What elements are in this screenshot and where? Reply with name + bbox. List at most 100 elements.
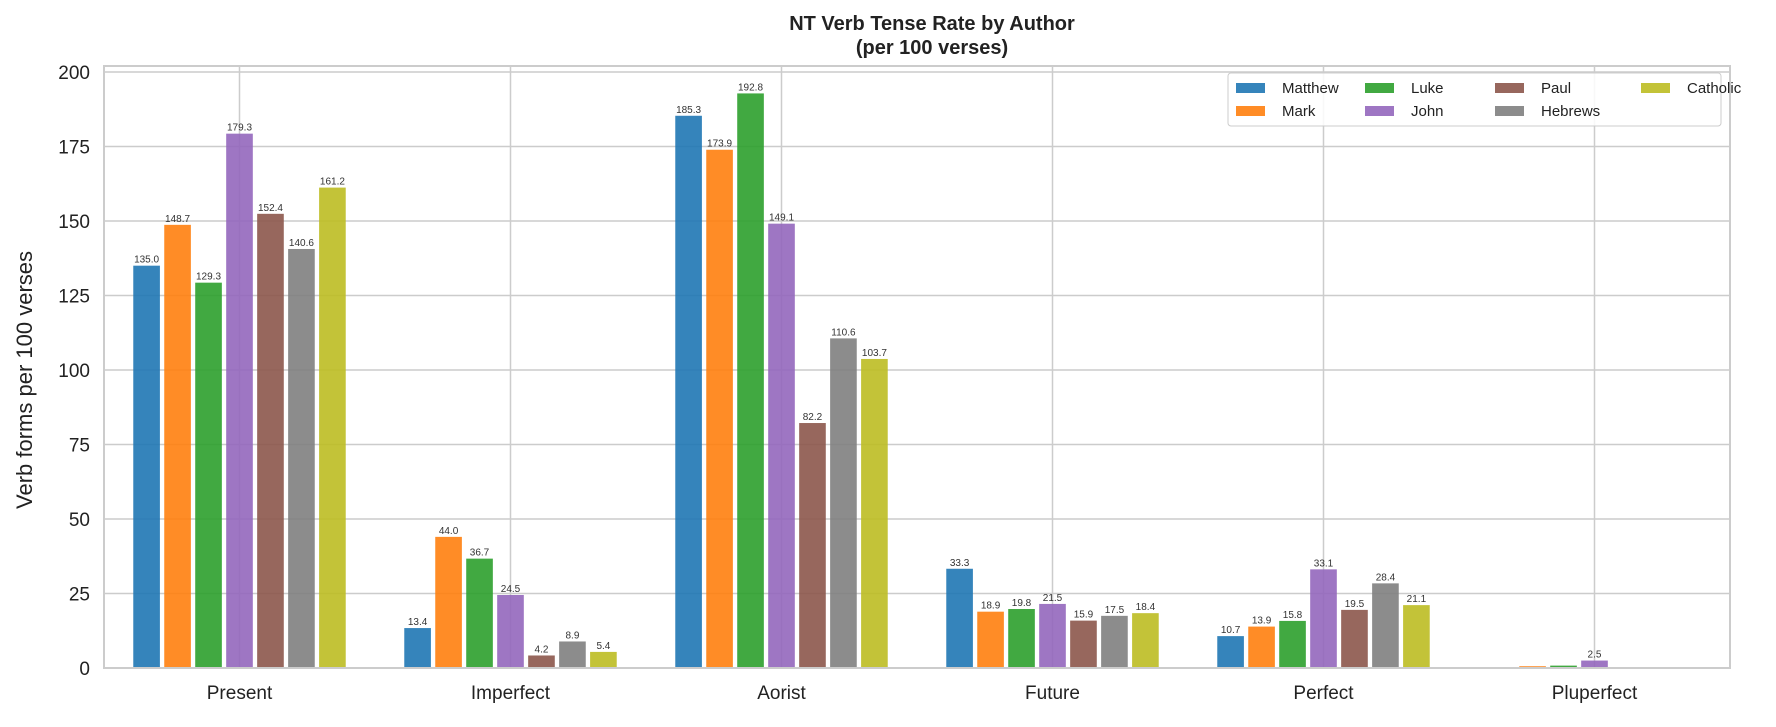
bar-mark: [1248, 626, 1275, 668]
legend-box: [1227, 72, 1722, 127]
bar-hebrews: [288, 248, 315, 668]
data-label: 2.5: [1588, 650, 1602, 661]
data-label: 17.5: [1105, 605, 1125, 616]
legend-label: Catholic: [1687, 80, 1742, 97]
y-axis-label: Verb forms per 100 verses: [12, 251, 37, 509]
x-tick-label: Imperfect: [471, 683, 551, 704]
bar-matthew: [1217, 636, 1244, 668]
data-label: 18.4: [1136, 602, 1156, 613]
x-tick-label: Future: [1025, 683, 1080, 704]
legend-swatch: [1236, 83, 1265, 93]
data-label: 28.4: [1376, 572, 1396, 583]
y-tick-label: 125: [58, 286, 90, 307]
data-label: 10.7: [1221, 625, 1241, 636]
data-label: 129.3: [196, 272, 221, 283]
bar-catholic: [861, 358, 888, 668]
bar-john: [1039, 603, 1066, 668]
bar-paul: [257, 213, 284, 669]
data-label: 8.9: [565, 630, 579, 641]
bar-luke: [195, 282, 222, 668]
bar-john: [1310, 569, 1337, 668]
bar-matthew: [404, 628, 431, 668]
data-label: 15.9: [1074, 610, 1094, 621]
data-label: 36.7: [470, 548, 490, 559]
y-tick-label: 175: [58, 137, 90, 158]
data-label: 140.6: [289, 238, 314, 249]
legend-swatch: [1641, 83, 1670, 93]
y-tick-label: 25: [69, 584, 90, 605]
data-label: 21.5: [1043, 593, 1063, 604]
y-tick-label: 100: [58, 361, 90, 382]
y-tick-label: 75: [69, 435, 90, 456]
data-label: 192.8: [738, 82, 763, 93]
bar-mark: [706, 149, 733, 669]
data-label: 15.8: [1283, 610, 1303, 621]
bar-john: [768, 223, 795, 669]
data-label: 13.4: [408, 617, 428, 628]
x-tick-label: Present: [207, 683, 273, 704]
bar-mark: [977, 611, 1004, 668]
bar-luke: [466, 558, 493, 668]
y-tick-label: 0: [79, 659, 90, 680]
chart-subtitle: (per 100 verses): [856, 37, 1008, 59]
bar-catholic: [1403, 605, 1430, 668]
bar-catholic: [590, 651, 617, 668]
y-tick-label: 200: [58, 63, 90, 84]
plot-frame: [103, 65, 1731, 669]
data-label: 161.2: [320, 177, 345, 188]
data-label: 13.9: [1252, 616, 1272, 627]
plot-area: 0 25 50 75 100 125 150 175 200 135.0 13.4 185.3 33.3…: [58, 63, 1731, 704]
legend: Matthew Mark Luke John Paul Hebrews Catholic: [1227, 72, 1742, 127]
legend-swatch: [1365, 106, 1394, 116]
bar-catholic: [319, 187, 346, 668]
bar-luke: [1008, 608, 1035, 668]
data-label: 82.2: [803, 412, 823, 423]
data-label: 173.9: [707, 139, 732, 150]
data-label: 21.1: [1407, 594, 1427, 605]
legend-label: Paul: [1541, 80, 1571, 97]
bar-matthew: [946, 568, 973, 668]
plot-background: [104, 66, 1730, 668]
bar-john: [1581, 660, 1608, 668]
legend-swatch: [1495, 106, 1524, 116]
data-label: 179.3: [227, 123, 252, 134]
legend-label: Hebrews: [1541, 103, 1600, 120]
bar-john: [226, 133, 253, 668]
bar-paul: [1070, 620, 1097, 668]
data-label: 19.8: [1012, 598, 1032, 609]
legend-swatch: [1495, 83, 1524, 93]
y-tick-label: 150: [58, 212, 90, 233]
legend-label: John: [1411, 103, 1444, 120]
bar-paul: [799, 423, 826, 668]
x-tick-label: Perfect: [1293, 683, 1354, 704]
legend-label: Matthew: [1282, 80, 1339, 97]
legend-swatch: [1365, 83, 1394, 93]
data-label: 110.6: [831, 327, 856, 338]
data-label: 4.2: [535, 644, 549, 655]
bar-mark: [435, 536, 462, 668]
data-label: 135.0: [134, 255, 159, 266]
bar-hebrews: [1101, 615, 1128, 668]
bar-hebrews: [830, 338, 857, 668]
bar-hebrews: [1372, 583, 1399, 668]
data-label: 44.0: [439, 526, 459, 537]
data-label: 24.5: [501, 584, 521, 595]
data-label: 33.1: [1314, 558, 1334, 569]
bar-mark: [164, 224, 191, 669]
data-label: 5.4: [596, 641, 610, 652]
bar-luke: [1279, 620, 1306, 668]
data-label: 152.4: [258, 203, 283, 214]
bar-luke: [1550, 665, 1577, 668]
bar-hebrews: [559, 641, 586, 668]
legend-swatch: [1236, 106, 1265, 116]
bar-luke: [737, 93, 764, 668]
data-label: 19.5: [1345, 599, 1365, 610]
legend-label: Mark: [1282, 103, 1316, 120]
bar-matthew: [675, 115, 702, 669]
y-tick-label: 50: [69, 510, 90, 531]
bar-catholic: [1132, 613, 1159, 668]
data-label: 185.3: [676, 105, 701, 116]
chart-title: NT Verb Tense Rate by Author: [789, 13, 1075, 35]
